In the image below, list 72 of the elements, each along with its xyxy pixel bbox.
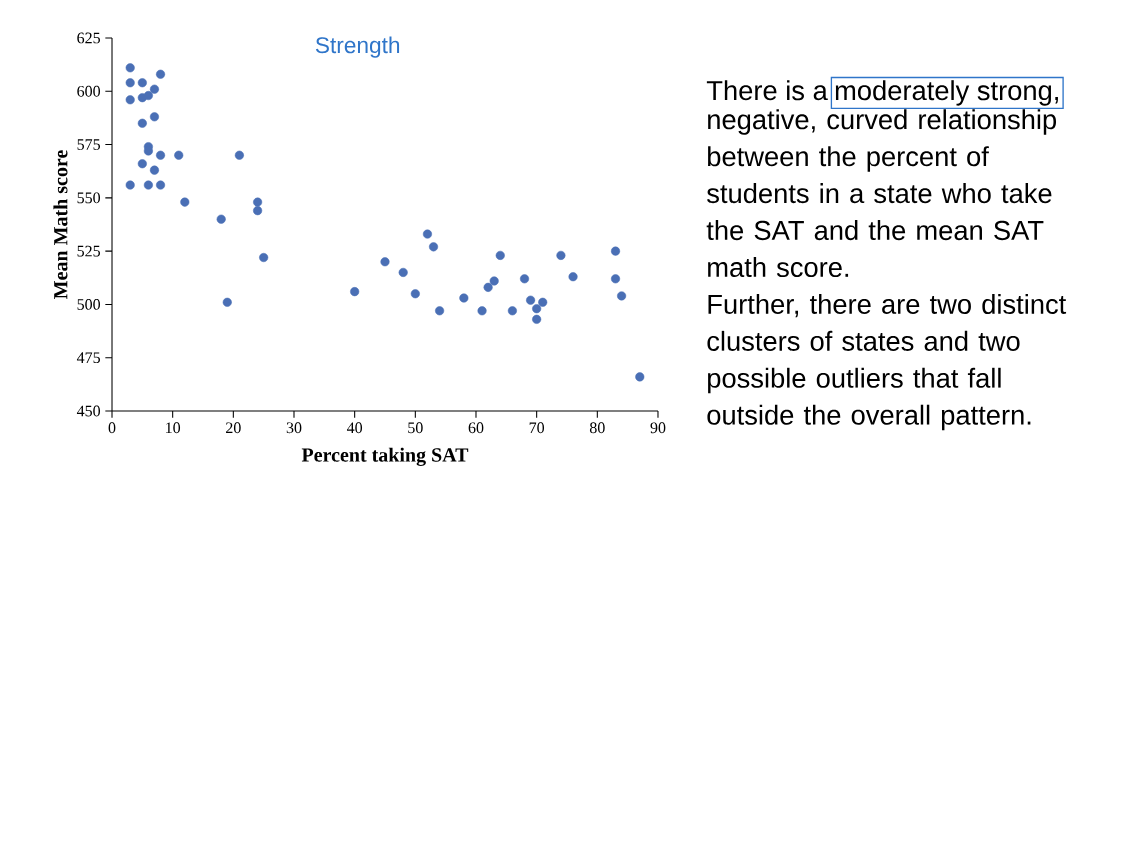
y-tick-label: 575 — [77, 139, 101, 150]
point — [556, 250, 566, 260]
point — [410, 289, 420, 299]
y-tick-label: 600 — [77, 85, 101, 97]
y-tick-label: 525 — [77, 245, 101, 257]
point — [125, 63, 135, 73]
point — [156, 180, 166, 190]
point — [143, 180, 153, 190]
point — [156, 69, 166, 79]
text: negative, curved relationship between the percent of students in a state who take the SAT and the mean SAT math score. — [706, 109, 1057, 278]
point — [149, 84, 160, 94]
point — [180, 197, 190, 207]
point — [422, 229, 432, 239]
point — [259, 252, 269, 263]
point — [635, 372, 645, 382]
x-tick-label: 30 — [286, 422, 302, 434]
point — [532, 314, 542, 324]
y-tick-label: 500 — [77, 299, 101, 310]
point — [125, 95, 135, 105]
x-tick-label: 90 — [650, 422, 666, 434]
text: There is a — [706, 80, 828, 101]
point — [222, 297, 232, 307]
point — [398, 267, 408, 277]
x-tick-label: 80 — [589, 422, 605, 434]
point — [526, 295, 536, 305]
point — [125, 180, 135, 190]
x-axis-title: Percent taking SAT — [301, 447, 469, 466]
point — [507, 306, 517, 316]
chart-title: Strength — [315, 36, 400, 58]
point — [380, 257, 390, 267]
point — [435, 306, 445, 316]
point — [350, 287, 360, 297]
point — [610, 246, 621, 256]
point — [489, 276, 499, 286]
x-tick-label: 60 — [468, 422, 484, 434]
y-tick-label: 625 — [77, 32, 101, 44]
point — [216, 214, 226, 224]
y-axis-title: Mean Math score — [53, 150, 68, 299]
point — [137, 78, 147, 88]
point — [617, 291, 627, 301]
point — [495, 250, 505, 260]
point — [137, 159, 147, 169]
point — [156, 150, 166, 160]
point — [125, 78, 135, 88]
point — [149, 165, 160, 175]
point — [428, 242, 439, 252]
point — [149, 112, 160, 122]
x-tick-label: 10 — [166, 422, 181, 434]
point — [568, 272, 578, 282]
x-tick-label: 0 — [108, 422, 116, 434]
x-tick-label: 40 — [346, 422, 363, 434]
x-tick-label: 70 — [529, 422, 545, 434]
point — [483, 282, 493, 292]
point — [532, 304, 542, 314]
point — [253, 197, 263, 207]
point — [174, 150, 184, 160]
point — [143, 91, 153, 101]
point — [477, 306, 487, 316]
y-tick-label: 550 — [77, 192, 101, 204]
y-tick-label: 475 — [76, 352, 101, 364]
y-tick-label: 450 — [76, 405, 101, 417]
text: moderately strong, — [835, 80, 1058, 106]
point — [610, 274, 621, 284]
point — [459, 293, 469, 303]
point — [519, 274, 530, 284]
point — [137, 118, 147, 128]
point — [253, 206, 263, 216]
x-tick-label: 20 — [226, 422, 241, 434]
x-tick-label: 50 — [408, 422, 423, 434]
point — [538, 297, 548, 307]
point — [234, 150, 244, 160]
text: Further, there are two distinct clusters of states and two possible outliers that fall outside the overall pattern. — [707, 293, 1067, 431]
